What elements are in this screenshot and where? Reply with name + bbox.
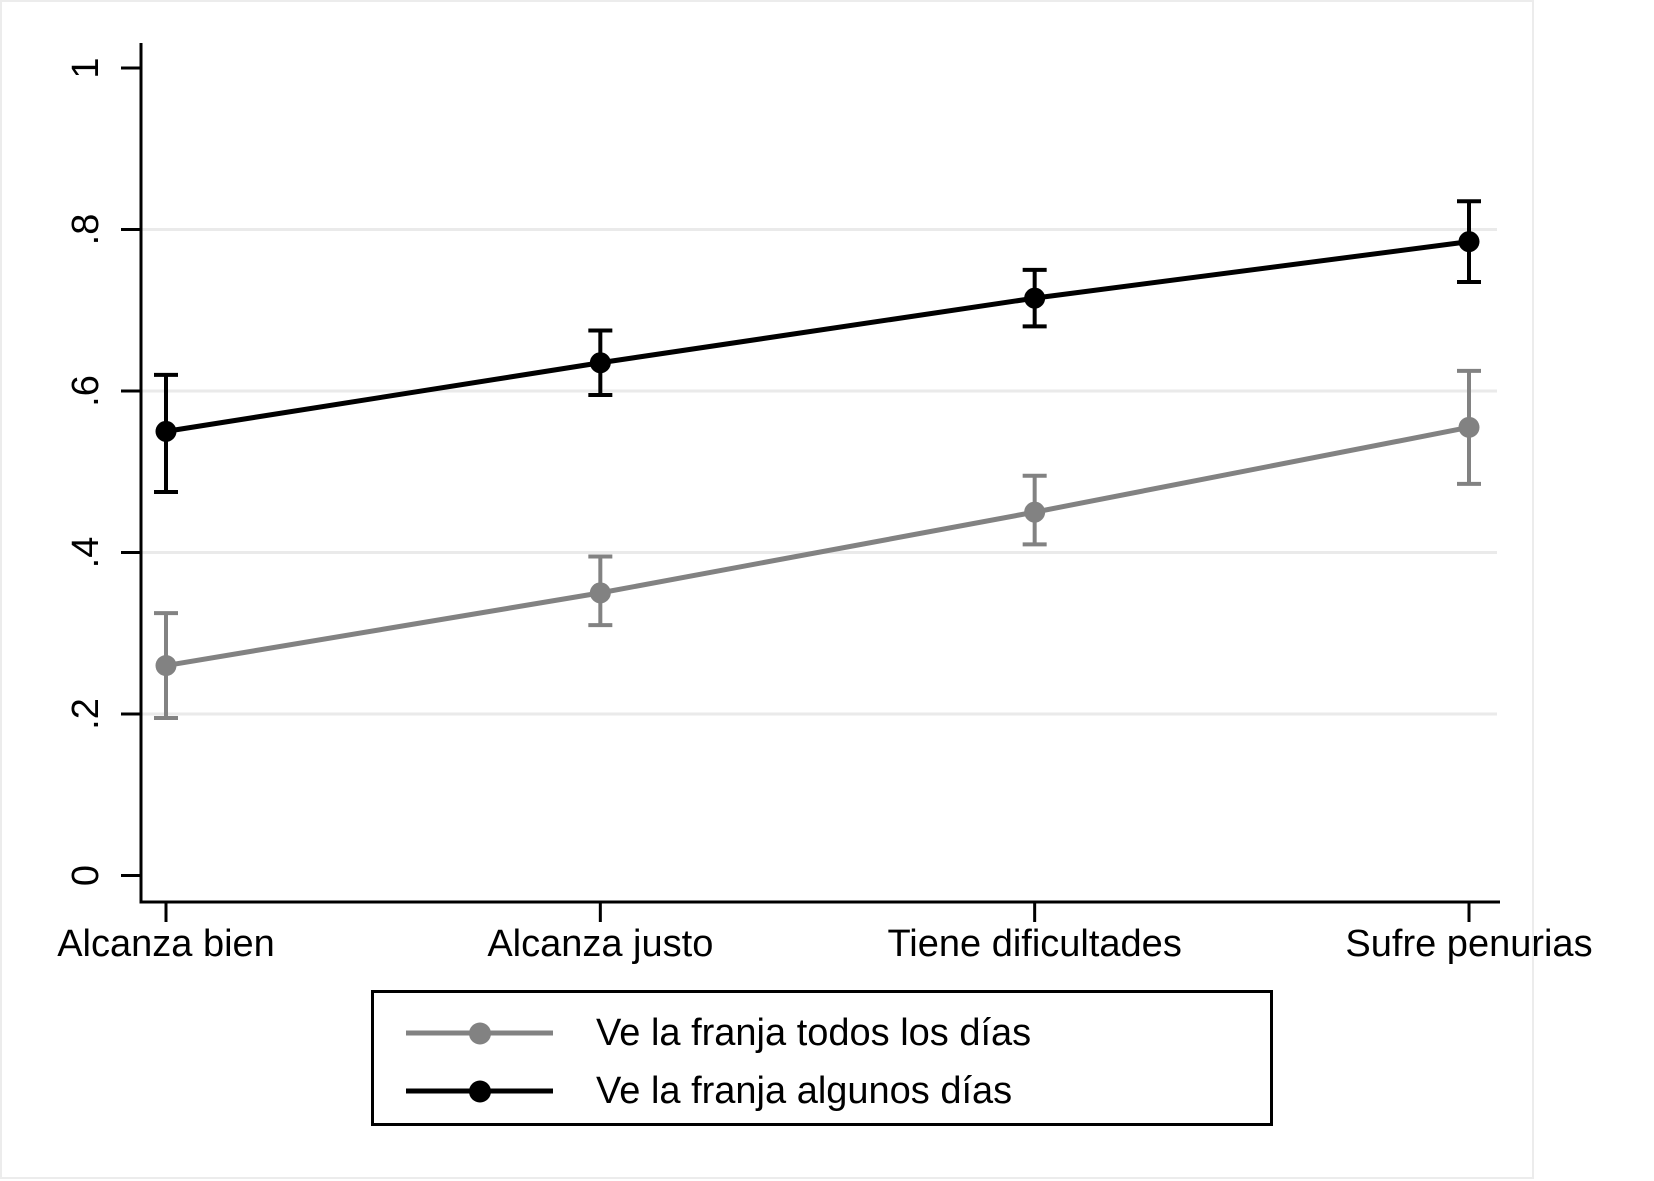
data-point [1458, 231, 1480, 253]
legend-label: Ve la franja todos los días [596, 1012, 1032, 1054]
data-point [1024, 287, 1046, 309]
data-point [155, 655, 177, 677]
y-tick-label: .6 [65, 375, 107, 407]
y-tick-label: 0 [65, 865, 107, 886]
data-point [155, 420, 177, 442]
y-tick-label: .8 [65, 214, 107, 246]
x-tick-label: Alcanza justo [487, 923, 713, 965]
data-point [589, 352, 611, 374]
series-line [165, 239, 1470, 434]
data-point [1458, 416, 1480, 438]
legend-line-sample-black [406, 1080, 553, 1102]
legend-dot-icon [468, 1080, 491, 1102]
legend-label: Ve la franja algunos días [596, 1070, 1013, 1112]
legend-item-todos: Ve la franja todos los días [374, 1004, 1270, 1062]
legend-item-algunos: Ve la franja algunos días [374, 1062, 1270, 1120]
data-point [589, 582, 611, 604]
legend: Ve la franja todos los días Ve la franja… [371, 990, 1273, 1126]
y-tick-label: .2 [65, 698, 107, 730]
x-tick-label: Tiene dificultades [888, 923, 1182, 965]
x-tick-label: Alcanza bien [57, 923, 275, 965]
legend-line-sample-gray [406, 1022, 553, 1044]
data-point [1024, 501, 1046, 523]
y-tick-label: .4 [65, 537, 107, 569]
y-tick-label: 1 [65, 57, 107, 78]
legend-dot-icon [468, 1022, 491, 1044]
x-tick-label: Sufre penurias [1345, 923, 1592, 965]
series-line [165, 424, 1470, 669]
